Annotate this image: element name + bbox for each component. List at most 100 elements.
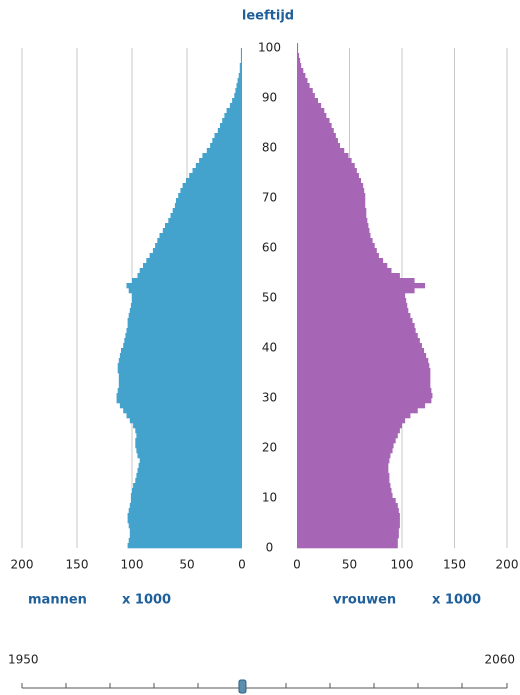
- bar-women: [297, 158, 352, 164]
- bar-men: [129, 308, 242, 314]
- bar-men: [130, 303, 242, 309]
- bar-men: [224, 113, 242, 119]
- bar-women: [297, 88, 313, 94]
- bar-women: [297, 508, 399, 514]
- bar-men: [139, 268, 242, 274]
- x-tick-label: 200: [11, 558, 34, 572]
- bar-women: [297, 258, 384, 264]
- bar-men: [202, 153, 242, 159]
- bar-women: [297, 468, 389, 474]
- bar-men: [132, 293, 242, 299]
- bar-women: [297, 73, 306, 79]
- bar-women: [297, 488, 392, 494]
- bar-women: [297, 338, 420, 344]
- bar-men: [132, 488, 242, 494]
- bar-men: [135, 438, 242, 444]
- bar-women: [297, 423, 402, 429]
- bar-men: [129, 533, 242, 539]
- bar-women: [297, 518, 400, 524]
- bar-women: [297, 538, 398, 544]
- bar-women: [297, 218, 368, 224]
- y-tick-label: 90: [262, 91, 277, 105]
- bar-men: [125, 333, 242, 339]
- bar-men: [136, 433, 242, 439]
- bar-women: [297, 273, 400, 279]
- y-tick-label: 70: [262, 191, 277, 205]
- bar-men: [170, 213, 242, 219]
- slider-thumb[interactable]: [238, 679, 247, 694]
- x-tick-label: 0: [293, 558, 301, 572]
- legend-men: mannen: [28, 593, 87, 608]
- bar-men: [116, 398, 242, 404]
- bar-women: [297, 473, 390, 479]
- bar-men: [172, 208, 242, 214]
- bar-women: [297, 413, 411, 419]
- bar-men: [240, 53, 242, 59]
- bar-women: [297, 498, 396, 504]
- bar-men: [192, 168, 242, 174]
- bar-men: [212, 138, 242, 144]
- bar-men: [146, 258, 242, 264]
- bar-women: [297, 43, 299, 49]
- x-tick-label: 150: [443, 558, 466, 572]
- y-tick-label: 60: [262, 241, 277, 255]
- bar-women: [297, 168, 357, 174]
- y-tick-label: 10: [262, 491, 277, 505]
- bar-women: [297, 263, 388, 269]
- bar-men: [236, 83, 242, 89]
- bar-women: [297, 223, 369, 229]
- bar-women: [297, 138, 338, 144]
- bar-women: [297, 58, 301, 64]
- bar-men: [199, 158, 242, 164]
- bar-women: [297, 343, 422, 349]
- bar-women: [297, 388, 432, 394]
- bar-men: [135, 443, 242, 449]
- bar-women: [297, 123, 332, 129]
- bar-women: [297, 353, 427, 359]
- bar-women: [297, 408, 418, 414]
- bar-women: [297, 348, 425, 354]
- bar-men: [139, 458, 242, 464]
- bar-men: [174, 203, 242, 209]
- bar-women: [297, 253, 379, 259]
- bar-women: [297, 478, 390, 484]
- bar-men: [118, 383, 242, 389]
- bar-women: [297, 533, 399, 539]
- bar-men: [126, 413, 242, 419]
- bar-men: [155, 243, 242, 249]
- y-tick-label: 50: [262, 291, 277, 305]
- bar-men: [240, 48, 242, 54]
- bar-men: [217, 128, 242, 134]
- bar-men: [121, 348, 242, 354]
- bar-women: [297, 78, 308, 84]
- bar-men: [182, 183, 242, 189]
- bar-women: [297, 208, 367, 214]
- bar-women: [297, 458, 390, 464]
- bar-men: [143, 263, 242, 269]
- bar-men: [137, 468, 242, 474]
- chart-title: leeftijd: [242, 9, 294, 24]
- bar-men: [214, 133, 242, 139]
- bar-women: [297, 93, 315, 99]
- bar-men: [129, 528, 242, 534]
- bar-women: [297, 68, 304, 74]
- bar-women: [297, 113, 327, 119]
- y-tick-label: 20: [262, 441, 277, 455]
- bar-men: [116, 393, 242, 399]
- bar-women: [297, 373, 431, 379]
- bar-men: [117, 388, 242, 394]
- bar-men: [238, 73, 242, 79]
- x-tick-label: 150: [66, 558, 89, 572]
- bar-men: [124, 338, 242, 344]
- bar-men: [128, 523, 242, 529]
- bar-men: [119, 403, 242, 409]
- bar-men: [162, 228, 242, 234]
- bar-men: [128, 313, 242, 319]
- bar-women: [297, 318, 413, 324]
- bar-women: [297, 193, 366, 199]
- bar-men: [118, 373, 242, 379]
- y-tick-label: 100: [258, 41, 281, 55]
- bar-women: [297, 483, 391, 489]
- bar-women: [297, 298, 407, 304]
